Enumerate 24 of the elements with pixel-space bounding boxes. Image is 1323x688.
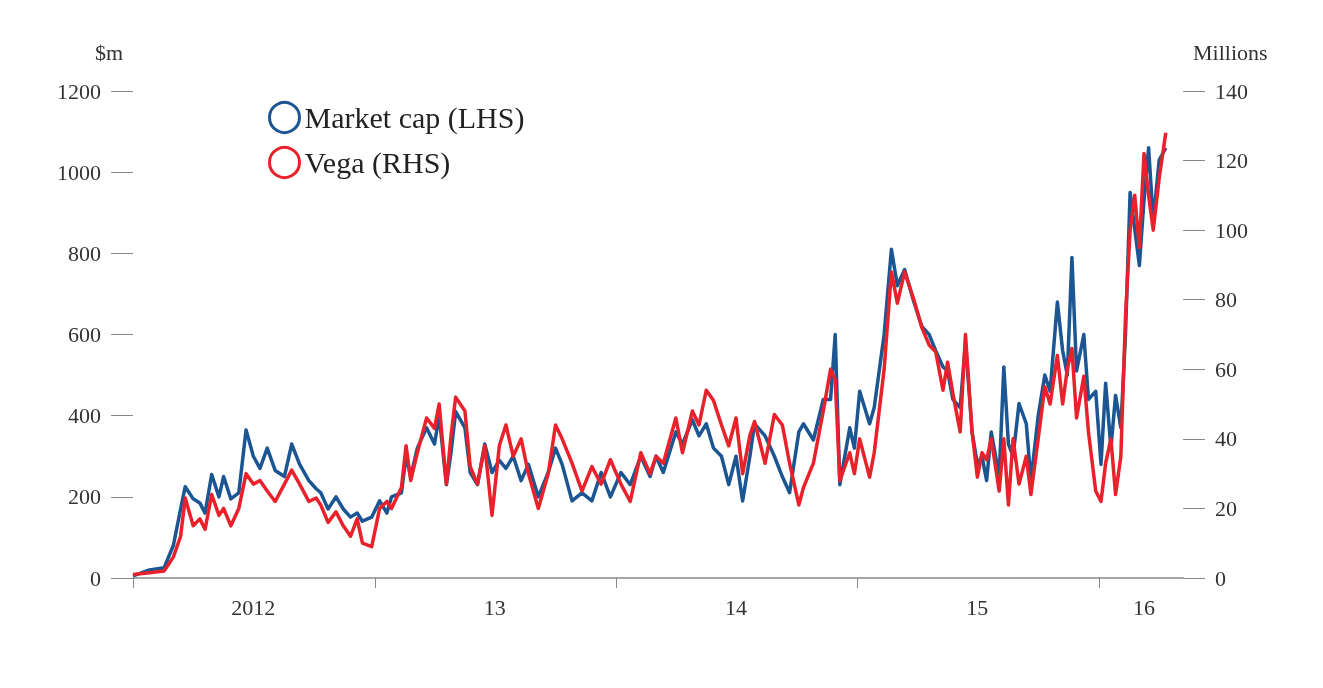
y-tick-label: 600	[68, 322, 101, 347]
y-tick-label: 0	[90, 565, 101, 591]
x-tick-label: 16	[1132, 594, 1155, 620]
y2-tick-label: 100	[1215, 217, 1248, 243]
y-tick-label: 1200	[57, 78, 101, 104]
y2-tick-label: 140	[1215, 78, 1248, 104]
y2-axis-title: Millions	[1193, 39, 1268, 65]
x-tick-label: 15	[966, 594, 989, 620]
x-tick-label: 14	[725, 594, 748, 620]
legend-label: Vega (RHS)	[304, 146, 451, 180]
x-tick-label: 2012	[231, 594, 276, 620]
y-tick-label: 200	[68, 484, 101, 510]
legend-label: Market cap (LHS)	[304, 101, 525, 135]
y2-tick-label: 20	[1215, 495, 1237, 521]
y2-tick-label: 120	[1215, 148, 1248, 174]
y2-tick-label: 40	[1215, 426, 1237, 452]
y2-tick-label: 60	[1215, 356, 1237, 382]
y-tick-label: 400	[68, 403, 101, 429]
x-tick-label: 13	[483, 594, 506, 620]
y-tick-label: 1000	[57, 159, 101, 185]
y-tick-label: 800	[68, 240, 101, 266]
y-axis-title: $m	[94, 39, 123, 65]
y2-tick-label: 0	[1215, 565, 1226, 591]
y2-tick-label: 80	[1215, 287, 1237, 313]
